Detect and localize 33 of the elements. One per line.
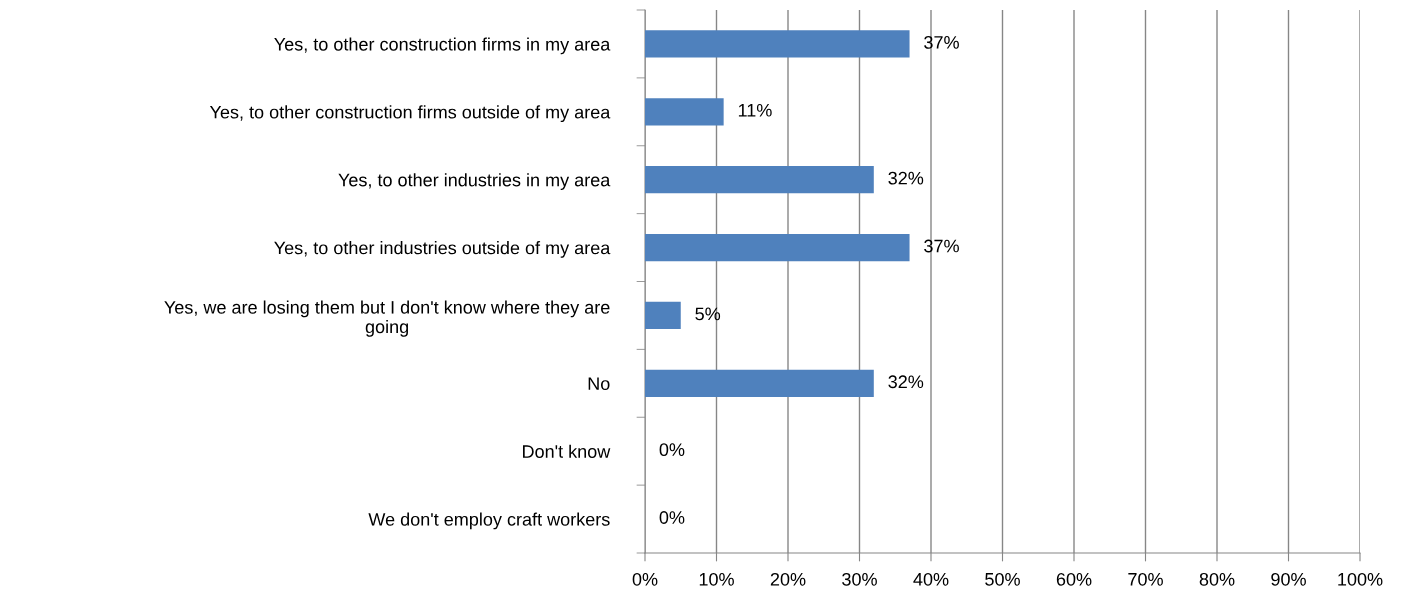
y-tick-label: Yes, to other construction firms outside of my area [209, 105, 611, 123]
bar [645, 98, 724, 126]
data-label: 37% [924, 239, 959, 253]
bar [645, 369, 874, 397]
x-tick-label: 80% [1199, 572, 1235, 586]
y-tick-label: Don't know [523, 444, 611, 458]
y-tick-label: Yes, to other industries outside of my area [274, 241, 611, 258]
y-tick-label: Yes, we are losing them but I don't know where they are going [164, 300, 610, 337]
x-tick-label: 0% [632, 572, 658, 586]
x-tick-label: 40% [913, 572, 949, 586]
x-tick-label: 90% [1271, 572, 1306, 586]
y-tick-label: No [588, 377, 610, 391]
data-label: 0% [659, 511, 685, 524]
data-label: 32% [888, 171, 924, 185]
data-label: 0% [659, 443, 685, 457]
x-tick-label: 60% [1056, 572, 1092, 586]
y-tick-label: Yes, to other industries in my area [338, 173, 611, 190]
x-tick-label: 70% [1128, 572, 1163, 586]
x-tick-label: 50% [985, 572, 1020, 586]
y-tick-label: We don't employ craft workers [368, 512, 610, 530]
bar [645, 301, 681, 330]
data-label: 37% [924, 36, 959, 49]
x-tick-label: 20% [770, 572, 806, 586]
bar [645, 30, 910, 58]
data-label: 5% [695, 307, 721, 321]
x-tick-label: 10% [699, 572, 734, 586]
x-tick-label: 100% [1338, 572, 1383, 586]
data-label: 32% [888, 375, 924, 389]
y-tick-label: Yes, to other construction firms in my area [274, 37, 611, 55]
x-tick-label: 30% [842, 572, 877, 586]
data-label: 11% [738, 103, 772, 117]
bar [645, 233, 910, 262]
bar [645, 166, 874, 194]
